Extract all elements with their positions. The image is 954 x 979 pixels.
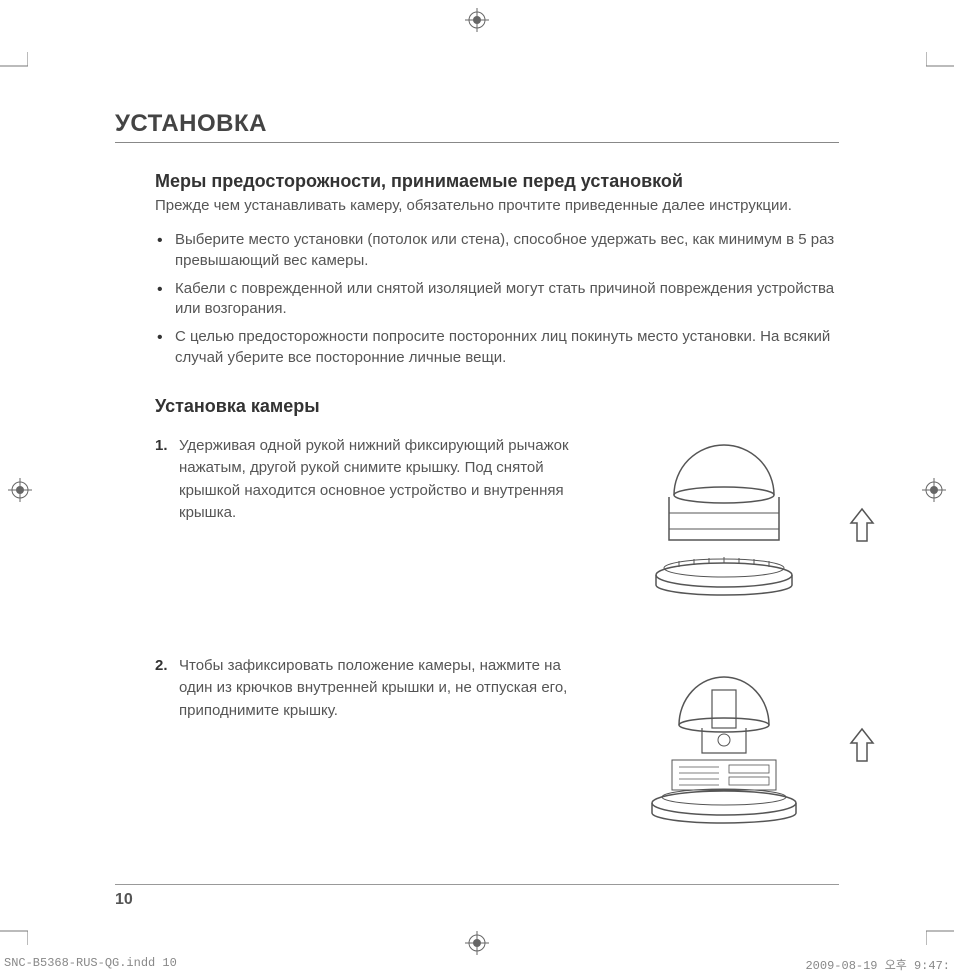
precautions-section: Меры предосторожности, принимаемые перед…	[155, 171, 839, 368]
step-body: Чтобы зафиксировать положение камеры, на…	[179, 655, 589, 723]
page-number: 10	[115, 891, 133, 908]
section-title: УСТАНОВКА	[115, 110, 839, 143]
precautions-intro: Прежде чем устанавливать камеру, обязате…	[155, 196, 839, 216]
install-title: Установка камеры	[155, 396, 839, 417]
camera-cover-illustration	[624, 435, 824, 615]
step-1-row: 1. Удерживая одной рукой нижний фиксирую…	[155, 435, 839, 615]
registration-mark-bottom	[465, 931, 489, 955]
precaution-item: С целью предосторожности попросите посто…	[155, 327, 839, 368]
crop-mark-tr	[926, 52, 954, 80]
precaution-item: Выберите место установки (потолок или ст…	[155, 230, 839, 271]
step-2-row: 2. Чтобы зафиксировать положение камеры,…	[155, 655, 839, 835]
crop-mark-br	[926, 917, 954, 945]
precautions-title: Меры предосторожности, принимаемые перед…	[155, 171, 839, 192]
install-section: Установка камеры 1. Удерживая одной руко…	[155, 396, 839, 835]
registration-mark-left	[8, 478, 32, 502]
arrow-up-icon	[849, 727, 875, 763]
crop-mark-tl	[0, 52, 28, 80]
camera-inner-illustration	[624, 655, 824, 835]
page-rule	[115, 884, 839, 885]
footer-timestamp: 2009-08-19 오후 9:47:	[805, 956, 950, 973]
precaution-item: Кабели с поврежденной или снятой изоляци…	[155, 279, 839, 320]
precautions-list: Выберите место установки (потолок или ст…	[155, 230, 839, 368]
page-content: УСТАНОВКА Меры предосторожности, принима…	[115, 110, 839, 904]
page-number-block: 10	[115, 884, 839, 909]
step-number: 1.	[155, 435, 173, 525]
arrow-up-icon	[849, 507, 875, 543]
step-1-text: 1. Удерживая одной рукой нижний фиксирую…	[155, 435, 589, 525]
step-number: 2.	[155, 655, 173, 723]
registration-mark-right	[922, 478, 946, 502]
step-2-figure	[609, 655, 839, 835]
print-footer: SNC-B5368-RUS-QG.indd 10 2009-08-19 오후 9…	[0, 956, 954, 973]
step-1-figure	[609, 435, 839, 615]
step-2-text: 2. Чтобы зафиксировать положение камеры,…	[155, 655, 589, 723]
footer-filename: SNC-B5368-RUS-QG.indd 10	[4, 956, 177, 973]
crop-mark-bl	[0, 917, 28, 945]
registration-mark-top	[465, 8, 489, 32]
step-body: Удерживая одной рукой нижний фиксирующий…	[179, 435, 589, 525]
